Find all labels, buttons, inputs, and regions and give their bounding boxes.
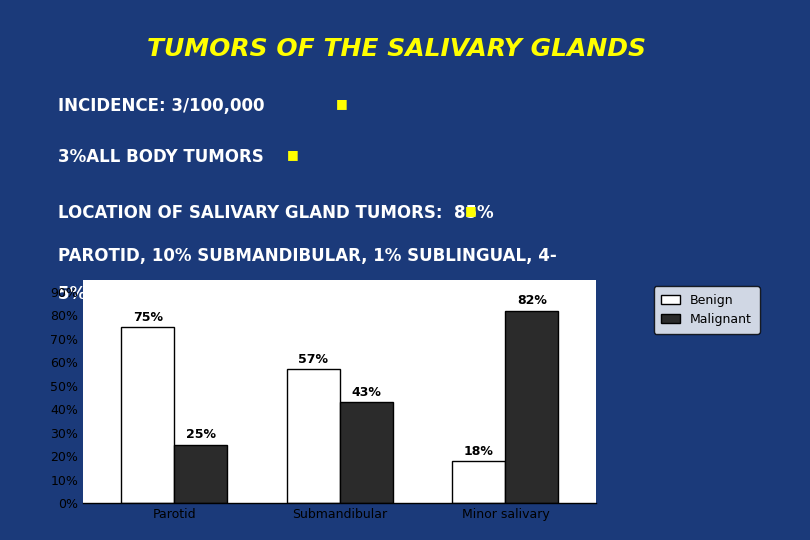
Text: ■: ■ bbox=[287, 148, 298, 161]
Text: 57%: 57% bbox=[298, 353, 328, 366]
Text: 25%: 25% bbox=[185, 428, 215, 441]
Bar bbox=[287, 369, 340, 503]
Text: LOCATION OF SALIVARY GLAND TUMORS:  85%: LOCATION OF SALIVARY GLAND TUMORS: 85% bbox=[58, 204, 494, 222]
Text: 3%ALL BODY TUMORS: 3%ALL BODY TUMORS bbox=[58, 148, 264, 166]
Text: 5% MINOR SALIVARY GLANDS: 5% MINOR SALIVARY GLANDS bbox=[58, 285, 335, 303]
Legend: Benign, Malignant: Benign, Malignant bbox=[654, 286, 760, 334]
Bar bbox=[340, 402, 393, 503]
Text: 18%: 18% bbox=[464, 444, 494, 458]
Text: INCIDENCE: 3/100,000: INCIDENCE: 3/100,000 bbox=[58, 97, 265, 116]
Text: ■: ■ bbox=[336, 97, 348, 110]
Text: 43%: 43% bbox=[352, 386, 382, 399]
Text: PAROTID, 10% SUBMANDIBULAR, 1% SUBLINGUAL, 4-: PAROTID, 10% SUBMANDIBULAR, 1% SUBLINGUA… bbox=[58, 247, 557, 265]
Text: ■: ■ bbox=[465, 204, 476, 217]
Bar bbox=[505, 310, 558, 503]
Bar bbox=[174, 445, 228, 503]
Text: TUMORS OF THE SALIVARY GLANDS: TUMORS OF THE SALIVARY GLANDS bbox=[147, 37, 646, 60]
Bar bbox=[453, 461, 505, 503]
Bar bbox=[122, 327, 174, 503]
Text: 75%: 75% bbox=[133, 310, 163, 323]
Text: 82%: 82% bbox=[517, 294, 547, 307]
